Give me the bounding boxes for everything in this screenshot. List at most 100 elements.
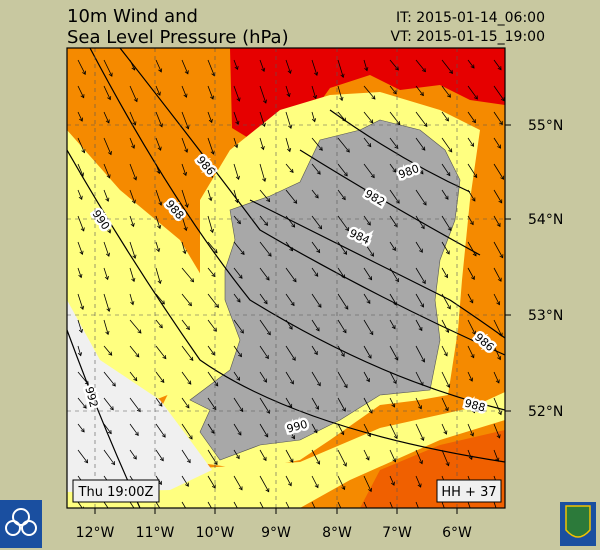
wind-arrow-head [158,68,163,73]
wind-arrow [103,59,113,77]
wind-arrow-head [394,356,399,361]
wind-arrow [207,85,214,100]
wind-arrow-head [316,170,321,175]
wind-arrow [415,371,424,386]
longitude-label: 7°W [382,525,412,541]
wind-arrow [181,137,188,153]
wind-arrow-head [133,176,138,181]
wind-arrow [155,319,163,329]
wind-band [67,300,212,492]
forecast-box [436,479,502,503]
wind-arrow [363,397,373,414]
wind-arrow [259,267,270,281]
wind-arrow-head [340,352,345,357]
wind-arrow [129,215,134,227]
wind-arrow [389,371,397,384]
wind-arrow-head [343,384,348,389]
wind-arrow-head [135,353,140,358]
wind-arrow-head [238,353,242,358]
wind-arrow-head [474,95,478,100]
wind-arrow [493,137,501,149]
wind-arrow [285,475,292,486]
wind-arrow [207,189,212,201]
wind-arrow [181,189,188,208]
isobar [119,48,505,356]
wind-arrow-head [213,460,218,466]
wind-arrow [363,163,375,178]
wind-arrow [311,423,318,433]
wind-arrow-head [291,435,295,440]
wind-arrow-head [313,350,318,356]
wind-arrow-head [108,351,113,356]
wind-arrow [77,215,85,232]
wind-arrow-head [391,403,396,408]
wind-arrow [311,449,320,465]
wind-arrow [207,397,217,410]
wind-arrow [233,397,244,412]
wind-arrow [233,59,238,70]
wind-arrow-head [344,305,349,310]
wind-arrow-head [80,428,85,433]
wind-arrow [467,267,475,280]
wind-arrow [77,397,87,409]
wind-arrow-head [189,356,194,361]
wind-arrow [441,371,450,388]
wind-arrow-head [314,194,319,199]
wind-arrow [493,319,503,337]
wind-arrow-head [500,97,505,102]
wind-arrow-head [420,303,424,308]
wind-arrow [233,423,242,436]
wind-arrow [467,59,475,69]
wind-arrow [493,59,502,70]
wind-arrow [155,111,163,127]
wind-arrow [155,397,163,407]
wind-arrow [493,293,500,305]
wind-arrow [233,293,241,303]
wind-arrow-head [288,325,293,330]
wind-arrow-head [473,173,478,179]
wind-arrow-head [234,144,239,149]
wind-arrow [103,111,110,124]
wind-arrow-head [446,172,451,177]
wind-arrow-head [314,71,319,76]
wind-arrow [441,423,447,435]
wind-arrow-head [156,91,161,96]
wind-arrow [415,475,422,488]
wind-arrow [337,371,348,388]
wind-arrow [155,85,161,96]
wind-arrow-head [208,197,213,202]
wind-arrow-head [470,432,474,437]
wind-arrow [441,215,452,231]
wind-arrow [233,319,244,334]
wind-arrow [337,59,344,78]
wind-arrow [129,267,135,282]
wind-arrow [181,163,187,176]
wind-arrow [129,371,138,381]
wind-arrow-head [234,65,239,71]
wind-arrow [259,319,271,335]
wind-arrow-head [161,433,166,438]
wind-arrow-head [136,408,141,413]
wind-arrow-head [240,329,244,334]
wind-arrow-head [366,221,371,226]
wind-arrow-head [104,275,109,281]
wind-arrow-head [262,99,267,104]
wind-arrow-head [187,380,192,385]
wind-arrow-head [262,177,267,183]
wind-arrow-head [188,302,192,307]
wind-arrow [389,449,396,462]
wind-arrow-head [80,94,85,99]
wind-arrow-head [369,331,374,336]
wind-arrow [155,215,161,229]
wind-arrow-head [287,482,292,487]
wind-arrow [129,241,136,259]
wind-arrow [389,241,396,251]
wind-arrow [493,371,500,384]
init-time: IT: 2015-01-14_06:00 [396,10,545,26]
wind-arrow-head [156,248,161,253]
wind-arrow-head [394,66,399,71]
wind-arrow-head [78,328,84,334]
wind-arrow [415,85,424,96]
